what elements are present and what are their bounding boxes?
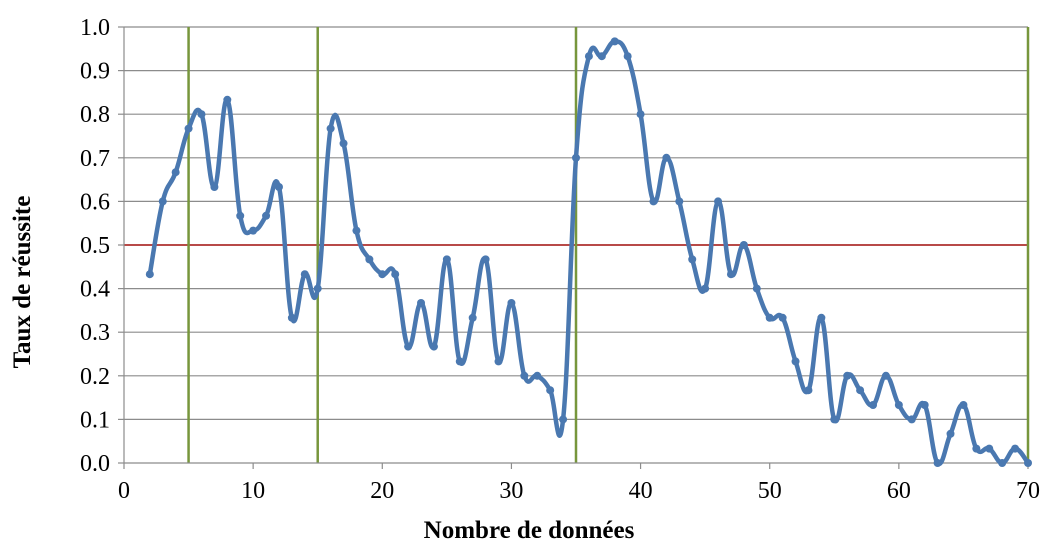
data-point	[959, 401, 968, 410]
y-tick-label: 0.1	[80, 407, 110, 433]
x-tick-labels: 0 10 20 30 40 50 60 70	[118, 478, 1040, 504]
data-point	[442, 255, 451, 264]
y-tick-label: 0.3	[80, 320, 110, 346]
data-point	[662, 153, 671, 162]
data-point	[752, 284, 761, 293]
data-point	[714, 197, 723, 206]
data-point	[365, 255, 374, 264]
y-tick-label: 0.4	[80, 277, 110, 303]
data-point	[300, 270, 309, 279]
data-point	[249, 226, 258, 235]
data-point	[520, 371, 529, 380]
data-point	[481, 255, 490, 264]
data-point	[791, 357, 800, 366]
y-tick-label: 0.6	[80, 189, 110, 215]
y-tick-label: 1.0	[80, 15, 110, 41]
data-point	[1011, 444, 1020, 453]
data-point	[158, 197, 167, 206]
y-tick-label: 0.8	[80, 102, 110, 128]
data-point	[610, 37, 619, 46]
data-point	[546, 386, 555, 395]
data-point	[171, 168, 180, 177]
data-point	[843, 371, 852, 380]
data-point	[1024, 459, 1032, 467]
series-layer	[145, 37, 1032, 467]
data-point	[701, 284, 710, 293]
data-point	[675, 197, 684, 206]
data-point	[145, 270, 154, 279]
data-point	[881, 371, 890, 380]
data-point	[856, 386, 865, 395]
data-point	[739, 241, 748, 249]
data-point	[352, 226, 361, 235]
data-point	[572, 153, 580, 162]
data-point	[326, 124, 335, 133]
data-point	[391, 270, 400, 279]
data-point	[636, 110, 645, 119]
data-point	[933, 459, 942, 467]
reference-lines	[124, 27, 1030, 463]
data-point	[468, 313, 477, 322]
x-tick-label: 60	[887, 478, 911, 504]
data-point	[223, 95, 232, 104]
data-point	[623, 52, 632, 61]
data-point	[533, 371, 542, 380]
data-point	[507, 298, 516, 307]
x-tick-label: 20	[370, 478, 394, 504]
data-point	[417, 298, 426, 307]
x-axis-title: Nombre de données	[424, 517, 635, 544]
y-tick-label: 0.0	[80, 451, 110, 477]
data-point	[339, 139, 348, 148]
data-point	[830, 415, 839, 424]
data-point	[559, 415, 568, 424]
series-line	[147, 39, 1031, 467]
data-point	[494, 357, 503, 366]
x-tick-label: 0	[118, 478, 130, 504]
data-point	[869, 401, 878, 410]
data-point	[313, 284, 322, 293]
y-tick-label: 0.9	[80, 59, 110, 85]
y-tick-labels: 0.0 0.1 0.2 0.3 0.4 0.5 0.6 0.7 0.8 0.9 1.0	[80, 15, 110, 477]
data-point	[197, 110, 206, 119]
x-tick-label: 50	[758, 478, 782, 504]
y-tick-label: 0.2	[80, 364, 110, 390]
x-tick-label: 10	[241, 478, 265, 504]
axes	[118, 26, 1029, 469]
data-point	[804, 386, 813, 395]
data-point	[236, 211, 245, 220]
data-point	[765, 313, 774, 322]
data-point	[778, 313, 787, 322]
y-axis-title: Taux de réussite	[9, 196, 36, 369]
data-point	[649, 197, 658, 206]
data-point	[274, 183, 283, 192]
x-tick-label: 70	[1016, 478, 1040, 504]
data-point	[287, 313, 296, 322]
data-point	[429, 342, 438, 351]
data-point	[972, 444, 981, 453]
data-point	[998, 459, 1007, 467]
x-tick-label: 30	[499, 478, 523, 504]
data-point	[210, 183, 219, 192]
data-point	[894, 401, 903, 410]
data-point	[262, 211, 271, 220]
data-point	[184, 124, 193, 133]
data-point	[946, 429, 955, 438]
data-point	[688, 255, 697, 264]
data-point	[597, 52, 606, 61]
data-point	[378, 270, 387, 279]
data-point	[726, 270, 735, 279]
data-point	[920, 401, 929, 410]
y-tick-label: 0.5	[80, 233, 110, 259]
data-point	[985, 444, 994, 453]
x-tick-label: 40	[629, 478, 653, 504]
y-tick-label: 0.7	[80, 146, 110, 172]
data-point	[584, 52, 593, 61]
data-point	[817, 313, 826, 322]
data-point	[907, 415, 916, 424]
data-point	[455, 357, 464, 366]
data-point	[404, 342, 413, 351]
